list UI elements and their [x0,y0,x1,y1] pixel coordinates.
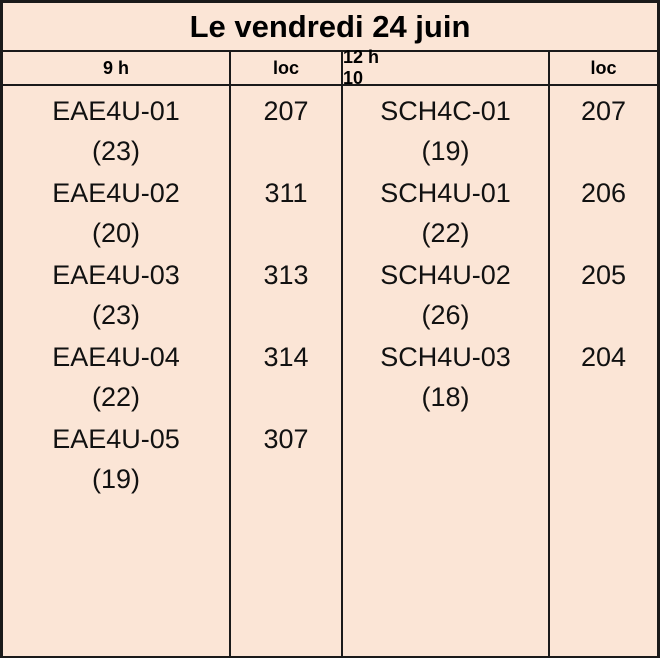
afternoon-rooms-column: 207 206 205 204 [550,91,657,419]
course-code: SCH4U-01 [380,178,511,208]
room-number: 206 [580,178,627,208]
student-count: (18) [421,382,470,412]
student-count: (22) [91,382,140,412]
course-entry: SCH4U-01 (22) [380,173,511,255]
room-number: 205 [580,260,627,290]
course-entry: EAE4U-04 (22) [52,337,180,419]
column-divider [341,52,343,656]
student-count: (19) [91,464,140,494]
morning-courses-column: EAE4U-01 (23) EAE4U-02 (20) EAE4U-03 (23… [3,91,229,501]
morning-rooms-column: 207 311 313 314 307 [231,91,341,501]
student-count: (23) [91,300,140,330]
course-code: EAE4U-05 [52,424,180,454]
course-entry: SCH4U-03 (18) [380,337,511,419]
header-location-morning: loc [272,57,299,78]
room-number: 311 [264,178,308,208]
student-count: (26) [421,300,470,330]
header-location-afternoon: loc [590,57,617,78]
room-number: 204 [580,342,627,372]
student-count: (22) [421,218,470,248]
course-code: EAE4U-02 [52,178,180,208]
column-divider [229,52,231,656]
room-number: 207 [263,96,309,126]
course-code: SCH4U-03 [380,342,511,372]
course-code: SCH4C-01 [380,96,511,126]
course-entry: EAE4U-01 (23) [52,91,180,173]
student-count: (19) [421,136,470,166]
course-code: EAE4U-03 [52,260,180,290]
course-code: SCH4U-02 [380,260,511,290]
course-entry: EAE4U-05 (19) [52,419,180,501]
student-count: (20) [91,218,140,248]
header-row: 9 h loc 12 h 10 loc [3,47,657,88]
column-divider [548,52,550,656]
course-entry: SCH4U-02 (26) [380,255,511,337]
header-time-afternoon: 12 h 10 [343,47,380,88]
room-number: 207 [580,96,627,126]
header-time-morning: 9 h [102,57,129,78]
course-entry: SCH4C-01 (19) [380,91,511,173]
student-count: (23) [91,136,140,166]
course-entry: EAE4U-03 (23) [52,255,180,337]
schedule-title: Le vendredi 24 juin [3,3,657,52]
room-number: 314 [263,342,309,372]
course-code: EAE4U-01 [52,96,180,126]
room-number: 307 [263,424,309,454]
course-code: EAE4U-04 [52,342,180,372]
course-entry: EAE4U-02 (20) [52,173,180,255]
room-number: 313 [263,260,309,290]
afternoon-courses-column: SCH4C-01 (19) SCH4U-01 (22) SCH4U-02 (26… [343,91,548,419]
